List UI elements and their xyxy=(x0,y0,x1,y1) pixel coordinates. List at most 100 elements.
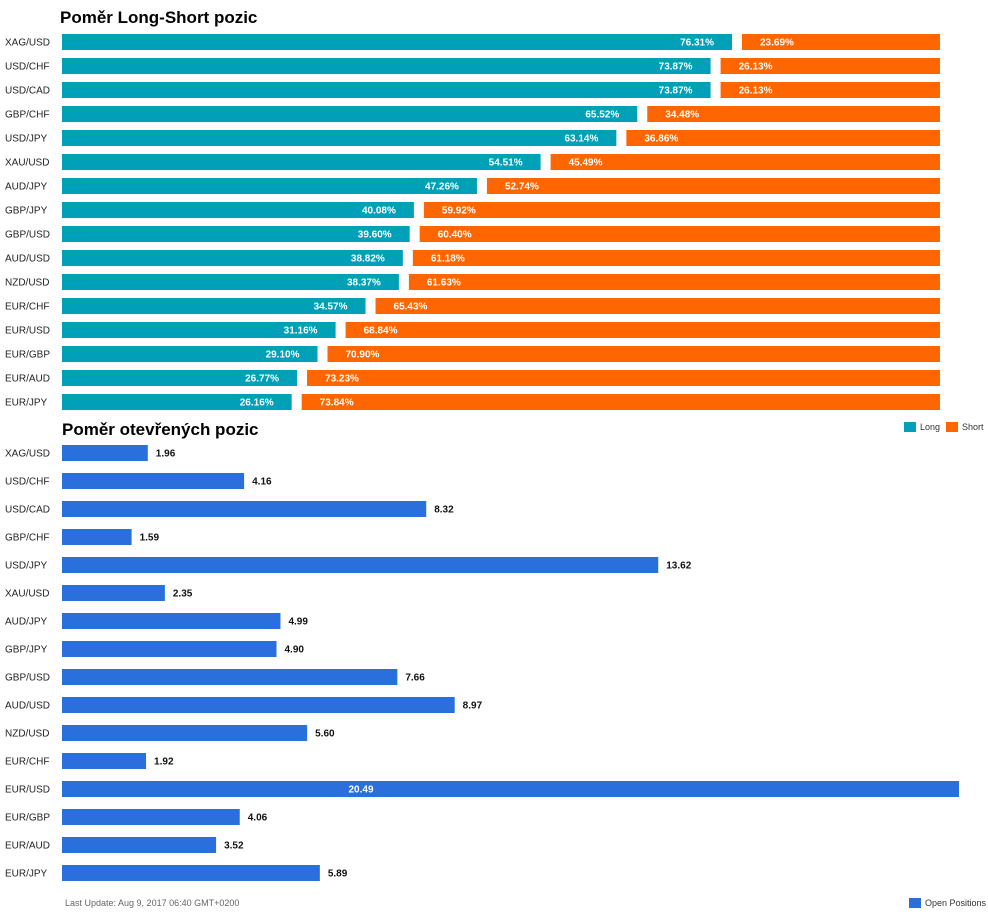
category-label: GBP/USD xyxy=(5,673,50,684)
short-data-label: 23.69% xyxy=(760,38,794,49)
category-label: NZD/USD xyxy=(5,729,49,740)
short-bar xyxy=(375,298,940,314)
short-data-label: 60.40% xyxy=(438,230,472,241)
short-data-label: 61.63% xyxy=(427,278,461,289)
long-bar xyxy=(62,250,403,266)
long-data-label: 26.16% xyxy=(240,398,274,409)
category-label: AUD/JPY xyxy=(5,617,48,628)
category-label: GBP/CHF xyxy=(5,110,49,121)
long-bar xyxy=(62,106,638,122)
open-positions-bar xyxy=(62,473,245,489)
legend-short-swatch xyxy=(946,422,958,432)
last-update-footer: Last Update: Aug 9, 2017 06:40 GMT+0200 xyxy=(65,898,240,908)
open-positions-chart-title: Poměr otevřených pozic xyxy=(62,420,259,439)
short-bar xyxy=(720,82,940,98)
short-bar xyxy=(626,130,940,146)
open-positions-bar xyxy=(62,557,659,573)
category-label: NZD/USD xyxy=(5,278,49,289)
legend-open-positions: Open Positions xyxy=(909,898,986,908)
open-positions-data-label: 8.97 xyxy=(463,701,483,712)
long-bar xyxy=(62,298,366,314)
category-label: AUD/USD xyxy=(5,254,50,265)
open-positions-data-label: 4.90 xyxy=(285,645,305,656)
long-data-label: 26.77% xyxy=(245,374,279,385)
long-bar xyxy=(62,58,711,74)
long-data-label: 38.82% xyxy=(351,254,385,265)
long-bar xyxy=(62,82,711,98)
category-label: XAU/USD xyxy=(5,158,49,169)
short-data-label: 26.13% xyxy=(739,86,773,97)
category-label: USD/JPY xyxy=(5,561,48,572)
legend-open-positions-swatch xyxy=(909,898,921,908)
long-data-label: 76.31% xyxy=(680,38,714,49)
open-positions-bar xyxy=(62,529,132,545)
short-bar xyxy=(720,58,940,74)
long-data-label: 63.14% xyxy=(564,134,598,145)
category-label: EUR/USD xyxy=(5,326,50,337)
long-data-label: 73.87% xyxy=(659,62,693,73)
short-bar xyxy=(423,202,940,218)
open-positions-bar xyxy=(62,641,277,657)
open-positions-bar xyxy=(62,669,398,685)
short-data-label: 65.43% xyxy=(394,302,428,313)
open-positions-bar xyxy=(62,613,281,629)
long-data-label: 40.08% xyxy=(362,206,396,217)
legend-long-label: Long xyxy=(920,422,941,432)
long-short-chart-title: Poměr Long-Short pozic xyxy=(60,8,258,27)
legend-short-label: Short xyxy=(962,422,984,432)
long-data-label: 34.57% xyxy=(314,302,348,313)
open-positions-bar xyxy=(62,585,165,601)
short-data-label: 59.92% xyxy=(442,206,476,217)
category-label: EUR/GBP xyxy=(5,350,50,361)
long-data-label: 29.10% xyxy=(266,350,300,361)
category-label: EUR/GBP xyxy=(5,813,50,824)
category-label: XAG/USD xyxy=(5,449,50,460)
open-positions-data-label: 3.52 xyxy=(224,841,244,852)
short-bar xyxy=(327,346,940,362)
category-label: AUD/JPY xyxy=(5,182,48,193)
open-positions-bar xyxy=(62,501,427,517)
category-label: USD/CHF xyxy=(5,477,49,488)
short-data-label: 45.49% xyxy=(569,158,603,169)
long-data-label: 38.37% xyxy=(347,278,381,289)
open-positions-bar xyxy=(62,837,217,853)
open-positions-data-label: 1.92 xyxy=(154,757,174,768)
short-data-label: 68.84% xyxy=(364,326,398,337)
category-label: USD/JPY xyxy=(5,134,48,145)
category-label: EUR/CHF xyxy=(5,757,49,768)
long-bar xyxy=(62,34,733,50)
short-bar xyxy=(301,394,940,410)
open-positions-data-label: 4.99 xyxy=(288,617,308,628)
short-bar xyxy=(408,274,940,290)
long-bar xyxy=(62,346,318,362)
short-bar xyxy=(419,226,940,242)
legend-long-swatch xyxy=(904,422,916,432)
legend-short: Short xyxy=(946,422,984,432)
category-label: GBP/USD xyxy=(5,230,50,241)
short-data-label: 70.90% xyxy=(345,350,379,361)
category-label: USD/CAD xyxy=(5,86,50,97)
category-label: EUR/AUD xyxy=(5,841,50,852)
long-data-label: 65.52% xyxy=(585,110,619,121)
open-positions-data-label: 4.06 xyxy=(248,813,268,824)
long-bar xyxy=(62,274,399,290)
short-bar xyxy=(412,250,940,266)
category-label: EUR/CHF xyxy=(5,302,49,313)
open-positions-bar xyxy=(62,753,147,769)
short-data-label: 73.84% xyxy=(320,398,354,409)
long-data-label: 54.51% xyxy=(489,158,523,169)
legend-open-positions-label: Open Positions xyxy=(925,898,987,908)
open-positions-data-label: 13.62 xyxy=(666,561,691,572)
long-data-label: 47.26% xyxy=(425,182,459,193)
long-bar xyxy=(62,394,292,410)
open-positions-bar xyxy=(62,809,240,825)
category-label: AUD/USD xyxy=(5,701,50,712)
open-positions-data-label: 4.16 xyxy=(252,477,272,488)
short-bar xyxy=(486,178,940,194)
short-data-label: 61.18% xyxy=(431,254,465,265)
open-positions-bar xyxy=(62,781,959,797)
open-positions-data-label: 8.32 xyxy=(434,505,454,516)
open-positions-bar xyxy=(62,445,148,461)
open-positions-data-label: 1.59 xyxy=(140,533,160,544)
